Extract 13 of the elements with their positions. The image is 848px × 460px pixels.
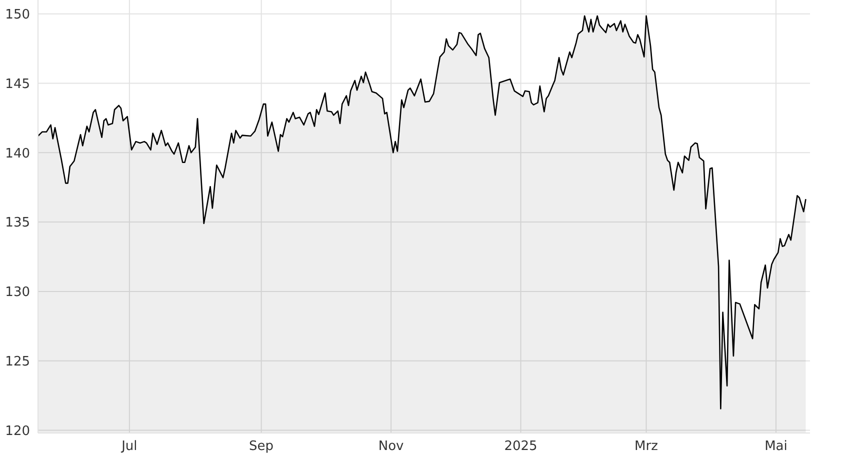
x-tick-label: Jul xyxy=(120,439,138,454)
y-tick-label: 125 xyxy=(5,354,30,370)
y-tick-label: 130 xyxy=(5,285,30,300)
x-tick-label: Mai xyxy=(764,439,788,454)
y-tick-label: 145 xyxy=(5,76,30,92)
y-tick-label: 120 xyxy=(5,424,30,439)
x-tick-label: 2025 xyxy=(504,439,538,454)
x-tick-label: Sep xyxy=(249,439,274,454)
x-tick-label: Mrz xyxy=(634,439,658,454)
y-tick-label: 150 xyxy=(5,7,30,22)
y-tick-label: 135 xyxy=(5,216,30,231)
x-tick-label: Nov xyxy=(378,439,404,454)
y-tick-label: 140 xyxy=(5,146,30,162)
